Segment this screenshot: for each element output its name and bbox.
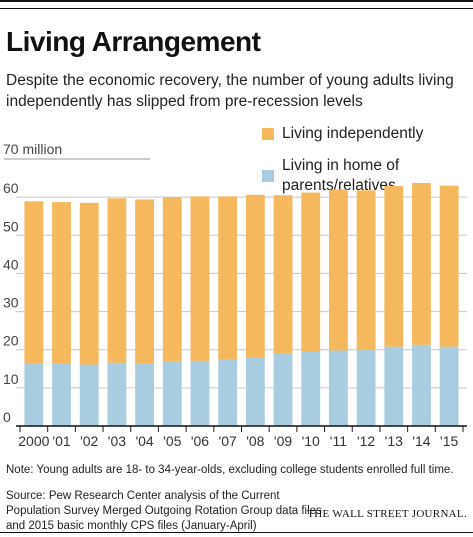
x-tick-label-2: '02 [80,433,98,449]
bar-independent-5 [162,197,182,362]
bar-independent-3 [107,198,127,363]
bar-independent-1 [52,202,71,364]
bar-parents-5 [162,361,182,426]
legend-item-independent: Living independently [262,124,473,144]
legend-label-independent: Living independently [282,125,424,142]
x-tick-label-15: '15 [440,433,458,449]
bar-independent-4 [135,199,155,364]
x-tick-label-8: '08 [246,433,264,449]
bar-parents-7 [218,359,238,426]
legend-label-parents: Living in home of parents/relatives [282,157,400,194]
bar-independent-12 [356,190,376,351]
bar-independent-13 [384,186,404,347]
bar-parents-6 [190,360,210,426]
bar-independent-0 [24,201,44,364]
bar-parents-1 [52,363,71,426]
x-tick-label-13: '13 [385,433,403,449]
x-tick-label-6: '06 [191,433,209,449]
chart-subtitle: Despite the economic recovery, the numbe… [6,72,454,110]
x-tick-label-5: '05 [163,433,181,449]
bar-parents-8 [245,356,265,426]
x-tick-label-1: '01 [52,433,70,449]
bar-independent-7 [218,196,238,360]
y-tick-30: 30 [3,295,19,311]
x-tick-label-3: '03 [108,433,126,449]
x-tick-label-7: '07 [219,433,237,449]
top-rule [0,0,473,9]
bar-parents-14 [412,344,431,426]
bar-parents-2 [79,364,99,426]
bar-independent-14 [412,183,431,345]
x-tick-label-4: '04 [135,433,153,449]
bar-parents-9 [273,353,293,426]
y-tick-10: 10 [3,371,19,387]
bar-independent-15 [439,185,459,347]
y-tick-60: 60 [3,180,19,196]
x-tick-label-0: 2000 [18,433,49,449]
legend-swatch-independent [262,128,274,140]
y-tick-40: 40 [3,256,19,272]
legend-swatch-parents [262,170,274,182]
bar-parents-11 [328,350,348,426]
bar-independent-10 [301,192,321,353]
bottom-rule [0,532,473,533]
y-tick-0: 0 [3,409,11,425]
y-tick-top: 70 million [3,141,62,157]
publisher-credit: THE WALL STREET JOURNAL. [307,508,467,520]
x-tick-label-11: '11 [330,433,347,449]
y-tick-50: 50 [3,218,19,234]
bar-independent-6 [190,196,210,361]
bar-parents-0 [24,363,44,426]
x-tick-label-10: '10 [302,433,320,449]
bar-independent-11 [328,189,348,351]
bar-parents-4 [135,363,155,426]
x-tick-label-9: '09 [274,433,292,449]
bar-chart: 0 10 20 30 40 50 60 70 million 2000'01 '02 '03 '04 '… [3,141,467,449]
bar-parents-10 [301,352,321,426]
bar-parents-12 [356,350,376,426]
chart-title: Living Arrangement [6,26,261,57]
bar-parents-15 [439,346,459,426]
bar-parents-13 [384,346,404,426]
bar-independent-8 [245,194,265,357]
bar-parents-3 [107,362,127,426]
x-tick-label-14: '14 [412,433,430,449]
legend-item-parents: Living in home of parents/relatives [262,156,473,196]
legend: Living independently Living in home of p… [262,124,473,208]
y-tick-20: 20 [3,333,19,349]
chart-source: Source: Pew Research Center analysis of … [6,490,322,532]
bar-independent-2 [79,202,99,365]
chart-note: Note: Young adults are 18- to 34-year-ol… [6,464,454,476]
bar-independent-9 [273,195,293,354]
x-tick-label-12: '12 [357,433,375,449]
